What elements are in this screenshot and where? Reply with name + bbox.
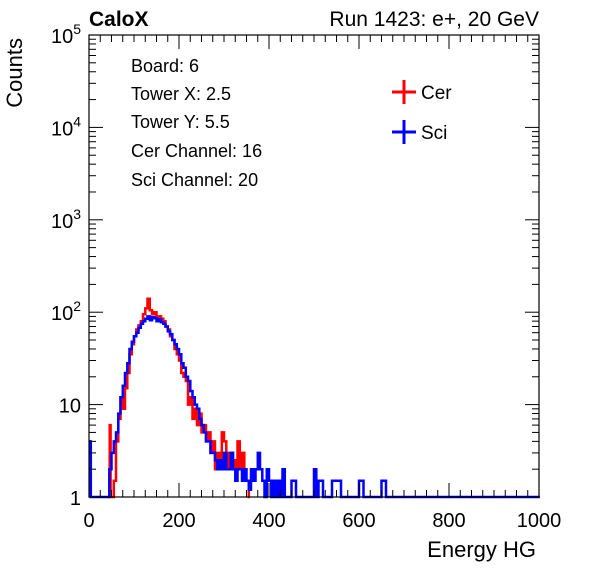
legend-label: Cer [421, 83, 452, 104]
y-axis-label: Counts [2, 38, 27, 108]
x-tick-label: 400 [252, 510, 285, 532]
info-board: Board: 6 [131, 56, 199, 76]
plot-frame [88, 34, 540, 498]
y-tick-labels: 1 10 102 103 104 105 [51, 21, 81, 510]
x-axis-label: Energy HG [427, 537, 536, 562]
y-tick-label: 104 [51, 113, 81, 140]
legend-entry-cer: Cer [392, 80, 452, 104]
info-tower-y: Tower Y: 5.5 [131, 112, 230, 132]
x-tick-label: 200 [162, 510, 195, 532]
y-tick-label: 105 [51, 21, 81, 48]
y-tick-label: 103 [51, 206, 81, 233]
info-box [120, 45, 360, 195]
y-tick-label: 1 [70, 488, 81, 510]
header-left: CaloX [89, 8, 149, 31]
info-cer-channel: Cer Channel: 16 [131, 141, 262, 161]
x-tick-label: 800 [432, 510, 465, 532]
info-tower-x: Tower X: 2.5 [131, 84, 231, 104]
y-tick-label: 10 [59, 396, 81, 418]
header-right: Run 1423: e+, 20 GeV [329, 8, 539, 31]
legend-entry-sci: Sci [392, 120, 447, 144]
legend: Cer Sci [392, 80, 452, 144]
y-tick-label: 102 [51, 298, 81, 325]
legend-label: Sci [421, 123, 447, 144]
tick-layer [88, 34, 540, 498]
x-tick-labels: 0 200 400 600 800 1000 [83, 510, 561, 532]
info-sci-channel: Sci Channel: 20 [131, 170, 258, 190]
x-tick-label: 600 [342, 510, 375, 532]
x-tick-label: 1000 [517, 510, 562, 532]
x-tick-label: 0 [83, 510, 94, 532]
